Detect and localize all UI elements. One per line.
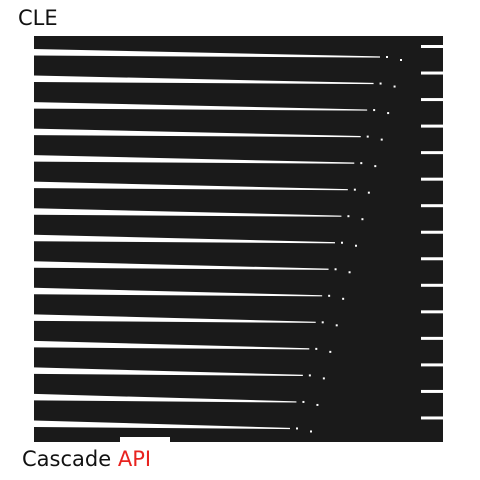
dot xyxy=(347,215,350,218)
right-edge-tick xyxy=(421,151,443,155)
white-stripe xyxy=(34,155,355,164)
white-stripe xyxy=(34,420,290,430)
right-edge-tick xyxy=(421,363,443,367)
footer-label-prefix: Cascade xyxy=(22,447,112,471)
dot xyxy=(360,162,363,165)
dot xyxy=(393,85,396,88)
right-edge-tick xyxy=(421,416,443,420)
dot xyxy=(380,138,383,141)
dot xyxy=(310,430,312,433)
white-stripe xyxy=(34,367,303,376)
white-stripe xyxy=(34,314,316,323)
dot xyxy=(386,56,388,58)
white-stripe xyxy=(34,208,342,217)
dot xyxy=(315,347,318,350)
dot xyxy=(366,135,369,138)
dot xyxy=(321,321,324,324)
dot xyxy=(387,112,390,115)
right-edge-tick-group xyxy=(421,45,443,420)
dot xyxy=(373,109,376,112)
footer-label: Cascade API xyxy=(22,444,151,474)
right-edge-tick xyxy=(421,257,443,261)
dot xyxy=(353,188,356,191)
dot xyxy=(361,218,364,221)
right-edge-tick xyxy=(421,336,443,340)
right-edge-tick xyxy=(421,98,443,102)
white-stripe xyxy=(34,181,348,191)
dot xyxy=(316,403,319,406)
dot xyxy=(367,191,370,194)
white-stripe xyxy=(34,49,380,58)
dot xyxy=(341,241,343,244)
dot xyxy=(322,377,325,380)
dot xyxy=(302,400,305,403)
dot xyxy=(400,59,402,61)
right-edge-tick xyxy=(421,389,443,393)
dot xyxy=(334,268,337,271)
white-stripe xyxy=(34,287,323,297)
right-edge-tick xyxy=(421,177,443,181)
dot xyxy=(348,271,351,274)
right-edge-tick xyxy=(421,310,443,314)
dot xyxy=(379,82,382,85)
dot xyxy=(328,294,331,297)
white-stripe xyxy=(34,128,361,138)
bottom-notch xyxy=(120,437,170,442)
white-stripe xyxy=(34,102,368,111)
dot xyxy=(308,374,311,377)
header-label: CLE xyxy=(18,6,58,30)
white-stripe xyxy=(34,261,329,270)
dot xyxy=(342,297,345,300)
right-edge-tick xyxy=(421,71,443,75)
right-edge-tick xyxy=(421,124,443,128)
dot xyxy=(329,350,332,353)
right-edge-tick xyxy=(421,204,443,208)
footer-label-highlight: API xyxy=(117,447,152,471)
white-stripe-group xyxy=(34,49,380,430)
dot xyxy=(335,324,338,327)
dot-group xyxy=(120,56,402,442)
white-stripe xyxy=(34,393,297,403)
dot xyxy=(355,244,357,247)
right-edge-tick xyxy=(421,230,443,234)
white-stripe xyxy=(34,75,374,85)
white-stripe xyxy=(34,234,335,244)
right-edge-tick xyxy=(421,45,443,48)
dot xyxy=(296,427,298,430)
right-edge-tick xyxy=(421,283,443,287)
white-stripe xyxy=(34,340,310,350)
dot xyxy=(374,165,377,168)
